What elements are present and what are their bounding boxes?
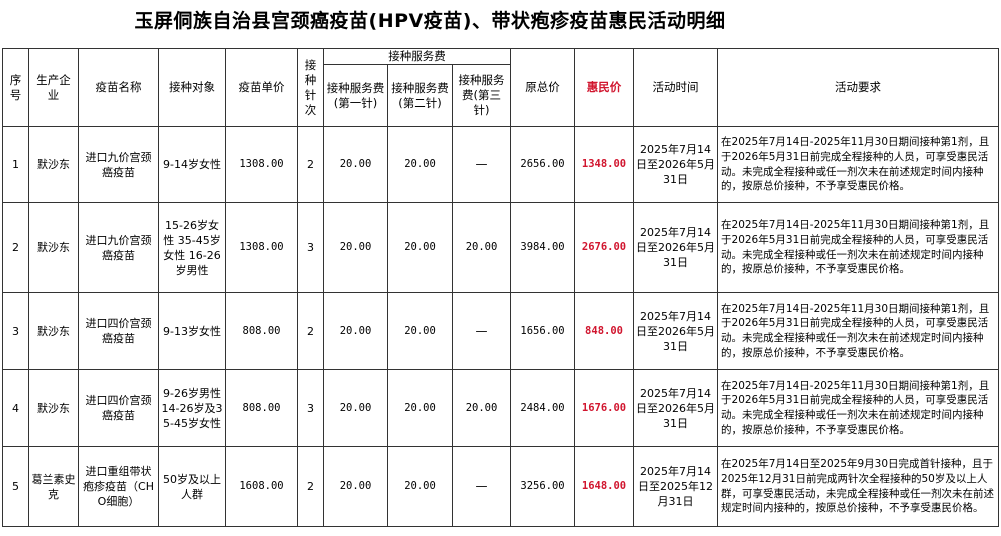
cell-target: 9-14岁女性 bbox=[158, 126, 226, 203]
cell-seq: 4 bbox=[2, 369, 29, 447]
cell-target: 9-13岁女性 bbox=[158, 292, 226, 370]
table-row: 5 葛兰素史克 进口重组带状疱疹疫苗（CHO细胞） 50岁及以上人群 1608.… bbox=[2, 446, 1000, 527]
cell-vaccine-name: 进口四价宫颈癌疫苗 bbox=[78, 292, 159, 370]
cell-fee1: 20.00 bbox=[323, 446, 388, 527]
cell-doses: 3 bbox=[297, 369, 324, 447]
cell-orig-total: 2656.00 bbox=[510, 126, 576, 203]
cell-period: 2025年7月14日至2026年5月31日 bbox=[633, 202, 719, 293]
cell-requirement: 在2025年7月14日-2025年11月30日期间接种第1剂，且于2026年5月… bbox=[717, 292, 1000, 370]
table-row: 3 默沙东 进口四价宫颈癌疫苗 9-13岁女性 808.00 2 20.00 2… bbox=[2, 292, 1000, 370]
cell-producer: 默沙东 bbox=[28, 126, 79, 203]
vaccine-table: 序号 生产企业 疫苗名称 接种对象 疫苗单价 接种针次 接种服务费 原总价 惠民… bbox=[2, 48, 1000, 527]
cell-fee2: 20.00 bbox=[387, 292, 453, 370]
cell-seq: 3 bbox=[2, 292, 29, 370]
cell-unit-price: 808.00 bbox=[225, 369, 298, 447]
cell-vaccine-name: 进口九价宫颈癌疫苗 bbox=[78, 202, 159, 293]
cell-fee2: 20.00 bbox=[387, 369, 453, 447]
page-title: 玉屏侗族自治县宫颈癌疫苗(HPV疫苗)、带状疱疹疫苗惠民活动明细 bbox=[134, 10, 726, 32]
header-producer: 生产企业 bbox=[28, 48, 79, 127]
cell-discount-price: 1676.00 bbox=[574, 369, 635, 447]
cell-requirement: 在2025年7月14日-2025年11月30日期间接种第1剂，且于2026年5月… bbox=[717, 126, 1000, 203]
cell-seq: 1 bbox=[2, 126, 29, 203]
cell-target: 9-26岁男性 14-26岁及35-45岁女性 bbox=[158, 369, 226, 447]
header-discount-price: 惠民价 bbox=[574, 48, 635, 127]
cell-fee1: 20.00 bbox=[323, 202, 388, 293]
cell-seq: 5 bbox=[2, 446, 29, 527]
header-seq: 序号 bbox=[2, 48, 29, 127]
cell-fee1: 20.00 bbox=[323, 126, 388, 203]
cell-requirement: 在2025年7月14日至2025年9月30日完成首针接种，且于2025年12月3… bbox=[717, 446, 1000, 527]
cell-fee3: — bbox=[451, 126, 512, 203]
cell-discount-price: 2676.00 bbox=[574, 202, 635, 293]
cell-fee3: 20.00 bbox=[451, 202, 512, 293]
cell-fee3: — bbox=[451, 292, 512, 370]
cell-fee1: 20.00 bbox=[323, 369, 388, 447]
header-orig-total: 原总价 bbox=[510, 48, 576, 127]
cell-fee3: — bbox=[451, 446, 512, 527]
cell-fee2: 20.00 bbox=[387, 126, 453, 203]
header-period: 活动时间 bbox=[633, 48, 719, 127]
cell-producer: 默沙东 bbox=[28, 292, 79, 370]
cell-unit-price: 808.00 bbox=[225, 292, 298, 370]
cell-fee1: 20.00 bbox=[323, 292, 388, 370]
header-service-fee-group: 接种服务费 bbox=[322, 48, 512, 65]
cell-producer: 葛兰素史克 bbox=[28, 446, 79, 527]
cell-period: 2025年7月14日至2026年5月31日 bbox=[633, 369, 719, 447]
cell-doses: 2 bbox=[297, 126, 324, 203]
cell-vaccine-name: 进口九价宫颈癌疫苗 bbox=[78, 126, 159, 203]
header-requirement: 活动要求 bbox=[717, 48, 1000, 127]
header-fee1: 接种服务费(第一针) bbox=[323, 64, 388, 127]
cell-fee2: 20.00 bbox=[387, 446, 453, 527]
cell-producer: 默沙东 bbox=[28, 369, 79, 447]
cell-period: 2025年7月14日至2026年5月31日 bbox=[633, 126, 719, 203]
cell-vaccine-name: 进口重组带状疱疹疫苗（CHO细胞） bbox=[78, 446, 159, 527]
cell-orig-total: 3984.00 bbox=[510, 202, 576, 293]
table-row: 1 默沙东 进口九价宫颈癌疫苗 9-14岁女性 1308.00 2 20.00 … bbox=[2, 126, 1000, 203]
header-fee2: 接种服务费(第二针) bbox=[387, 64, 453, 127]
cell-fee3: 20.00 bbox=[451, 369, 512, 447]
cell-unit-price: 1308.00 bbox=[225, 202, 298, 293]
cell-discount-price: 848.00 bbox=[574, 292, 635, 370]
cell-producer: 默沙东 bbox=[28, 202, 79, 293]
cell-discount-price: 1348.00 bbox=[574, 126, 635, 203]
cell-doses: 3 bbox=[297, 202, 324, 293]
cell-target: 50岁及以上人群 bbox=[158, 446, 226, 527]
cell-unit-price: 1308.00 bbox=[225, 126, 298, 203]
cell-doses: 2 bbox=[297, 292, 324, 370]
header-doses: 接种针次 bbox=[297, 48, 324, 127]
cell-fee2: 20.00 bbox=[387, 202, 453, 293]
cell-discount-price: 1648.00 bbox=[574, 446, 635, 527]
cell-seq: 2 bbox=[2, 202, 29, 293]
header-vaccine-name: 疫苗名称 bbox=[78, 48, 159, 127]
cell-vaccine-name: 进口四价宫颈癌疫苗 bbox=[78, 369, 159, 447]
cell-doses: 2 bbox=[297, 446, 324, 527]
table-row: 4 默沙东 进口四价宫颈癌疫苗 9-26岁男性 14-26岁及35-45岁女性 … bbox=[2, 369, 1000, 447]
header-target: 接种对象 bbox=[158, 48, 226, 127]
cell-orig-total: 1656.00 bbox=[510, 292, 576, 370]
cell-period: 2025年7月14日至2025年12月31日 bbox=[633, 446, 719, 527]
header-fee3: 接种服务费(第三针) bbox=[451, 64, 512, 127]
cell-orig-total: 3256.00 bbox=[510, 446, 576, 527]
cell-requirement: 在2025年7月14日-2025年11月30日期间接种第1剂，且于2026年5月… bbox=[717, 369, 1000, 447]
cell-period: 2025年7月14日至2026年5月31日 bbox=[633, 292, 719, 370]
cell-target: 15-26岁女性 35-45岁女性 16-26岁男性 bbox=[158, 202, 226, 293]
cell-orig-total: 2484.00 bbox=[510, 369, 576, 447]
cell-unit-price: 1608.00 bbox=[225, 446, 298, 527]
header-unit-price: 疫苗单价 bbox=[225, 48, 298, 127]
table-row: 2 默沙东 进口九价宫颈癌疫苗 15-26岁女性 35-45岁女性 16-26岁… bbox=[2, 202, 1000, 293]
cell-requirement: 在2025年7月14日-2025年11月30日期间接种第1剂，且于2026年5月… bbox=[717, 202, 1000, 293]
